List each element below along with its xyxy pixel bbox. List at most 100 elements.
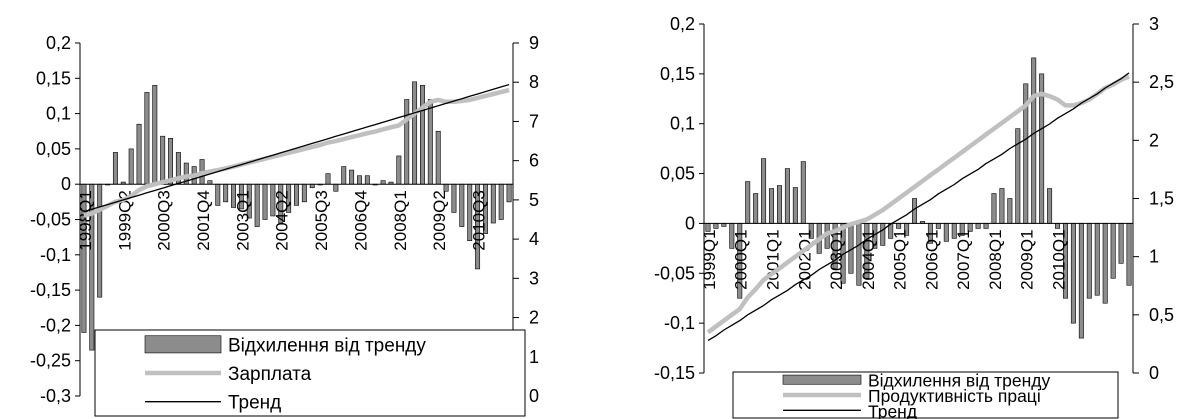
left-tick-label: 0 xyxy=(61,174,71,194)
deviation-bar xyxy=(341,166,347,185)
right-tick-label: 3 xyxy=(1149,14,1159,34)
deviation-bar xyxy=(294,183,299,206)
deviation-bar xyxy=(983,223,989,229)
deviation-bar xyxy=(325,173,331,185)
deviation-bar xyxy=(128,148,134,185)
x-tick-label: 2006Q4 xyxy=(351,190,370,251)
deviation-bar xyxy=(97,183,103,298)
deviation-bar xyxy=(1055,223,1061,229)
deviation-bar xyxy=(800,161,806,224)
deviation-bar xyxy=(380,180,386,185)
x-tick-label: 2005Q3 xyxy=(312,190,331,251)
deviation-bar xyxy=(435,130,441,185)
deviation-bar xyxy=(364,175,370,185)
deviation-bar xyxy=(349,169,355,185)
deviation-bar xyxy=(215,183,221,206)
deviation-bar xyxy=(451,183,457,213)
x-tick-label: 2003Q1 xyxy=(233,190,252,251)
x-tick-label: 2006Q1 xyxy=(922,229,941,290)
deviation-bar xyxy=(136,123,142,185)
x-tick-label: 2007Q1 xyxy=(954,229,973,290)
left-tick-label: 0,15 xyxy=(660,64,695,84)
deviation-bar xyxy=(1094,223,1100,296)
deviation-bar xyxy=(935,223,941,229)
right-tick-label: 0 xyxy=(529,386,539,406)
legend-label: Відхилення від тренду xyxy=(228,335,426,356)
right-tick-label: 6 xyxy=(529,151,539,171)
legend-label: Тренд xyxy=(228,393,281,414)
right-tick-label: 1 xyxy=(1149,247,1159,267)
deviation-bar xyxy=(207,180,213,185)
deviation-bar xyxy=(713,223,719,229)
deviation-bar xyxy=(1047,188,1053,224)
left-tick-label: 0,2 xyxy=(670,14,695,34)
deviation-bar xyxy=(1118,223,1124,264)
x-tick-label: 2009Q1 xyxy=(1018,229,1037,290)
legend-label: Тренд xyxy=(868,401,917,419)
deviation-bar xyxy=(1078,223,1084,339)
deviation-bar xyxy=(223,183,229,203)
left-tick-label: -0,05 xyxy=(654,263,695,283)
deviation-bar xyxy=(912,198,918,224)
x-tick-label: 2001Q1 xyxy=(764,229,783,290)
x-tick-label: 2008Q1 xyxy=(391,190,410,251)
deviation-bar xyxy=(792,187,798,224)
deviation-bar xyxy=(309,183,315,189)
trend-line xyxy=(83,83,510,213)
deviation-bar xyxy=(333,183,339,192)
deviation-bar xyxy=(991,193,997,224)
right-tick-label: 2 xyxy=(529,308,539,328)
deviation-bar xyxy=(152,85,158,185)
deviation-bar xyxy=(1086,223,1092,299)
right-tick-label: 9 xyxy=(529,33,539,53)
deviation-bar xyxy=(776,185,782,224)
right-tick-label: 2,5 xyxy=(1149,72,1174,92)
right-tick-label: 0 xyxy=(1149,363,1159,383)
deviation-bar xyxy=(160,135,166,185)
left-tick-label: -0,2 xyxy=(40,315,71,335)
deviation-bar xyxy=(254,183,260,227)
deviation-bar xyxy=(1110,223,1116,279)
chart-wage: 0,2 0,15 0,1 0,05 0 -0,05 -0,1 -0,15 -0,2 -0,25 -0… xyxy=(30,33,539,417)
left-tick-label: 0,05 xyxy=(36,139,71,159)
deviation-bar xyxy=(761,158,767,224)
x-tick-label: 1998Q1 xyxy=(76,190,95,251)
deviation-bar xyxy=(404,99,410,185)
deviation-bar xyxy=(1007,198,1013,224)
deviation-bar xyxy=(896,223,902,229)
left-tick-label: -0,05 xyxy=(30,210,71,230)
chart-productivity: 0,2 0,15 0,1 0,05 0 -0,05 -0,1 -0,15 3 2,5 2 1,5 1 0,… xyxy=(654,14,1174,419)
left-tick-label: 0,05 xyxy=(660,164,695,184)
deviation-bar xyxy=(975,223,981,229)
actual-series-line xyxy=(83,87,510,218)
x-tick-label: 2000Q1 xyxy=(732,229,751,290)
left-tick-label: 0,1 xyxy=(46,104,71,124)
left-tick-label: -0,1 xyxy=(664,313,695,333)
left-tick-label: 0,2 xyxy=(46,33,71,53)
left-tick-label: -0,15 xyxy=(654,363,695,383)
deviation-bar xyxy=(262,183,268,220)
right-tick-label: 3 xyxy=(529,268,539,288)
right-tick-label: 1,5 xyxy=(1149,189,1174,209)
deviation-bar xyxy=(412,81,418,185)
deviation-bar xyxy=(769,188,775,224)
x-tick-label: 2001Q4 xyxy=(194,190,213,251)
deviation-bar xyxy=(1126,223,1132,286)
deviation-bar xyxy=(1070,223,1076,324)
deviation-bar xyxy=(459,183,465,227)
left-tick-label: -0,3 xyxy=(40,386,71,406)
x-tick-label: 2009Q2 xyxy=(430,190,449,251)
deviation-bar xyxy=(112,152,118,185)
trend-line xyxy=(707,72,1130,341)
deviation-bar xyxy=(999,188,1005,224)
right-tick-label: 5 xyxy=(529,190,539,210)
deviation-bar xyxy=(1031,57,1037,224)
left-tick-label: 0,1 xyxy=(670,114,695,134)
deviation-bar xyxy=(168,138,174,185)
x-tick-label: 2005Q1 xyxy=(891,229,910,290)
deviation-bar xyxy=(943,223,949,242)
deviation-bar xyxy=(880,223,886,246)
right-tick-label: 2 xyxy=(1149,130,1159,150)
deviation-bar xyxy=(498,183,504,220)
legend-label: Зарплата xyxy=(228,364,312,385)
